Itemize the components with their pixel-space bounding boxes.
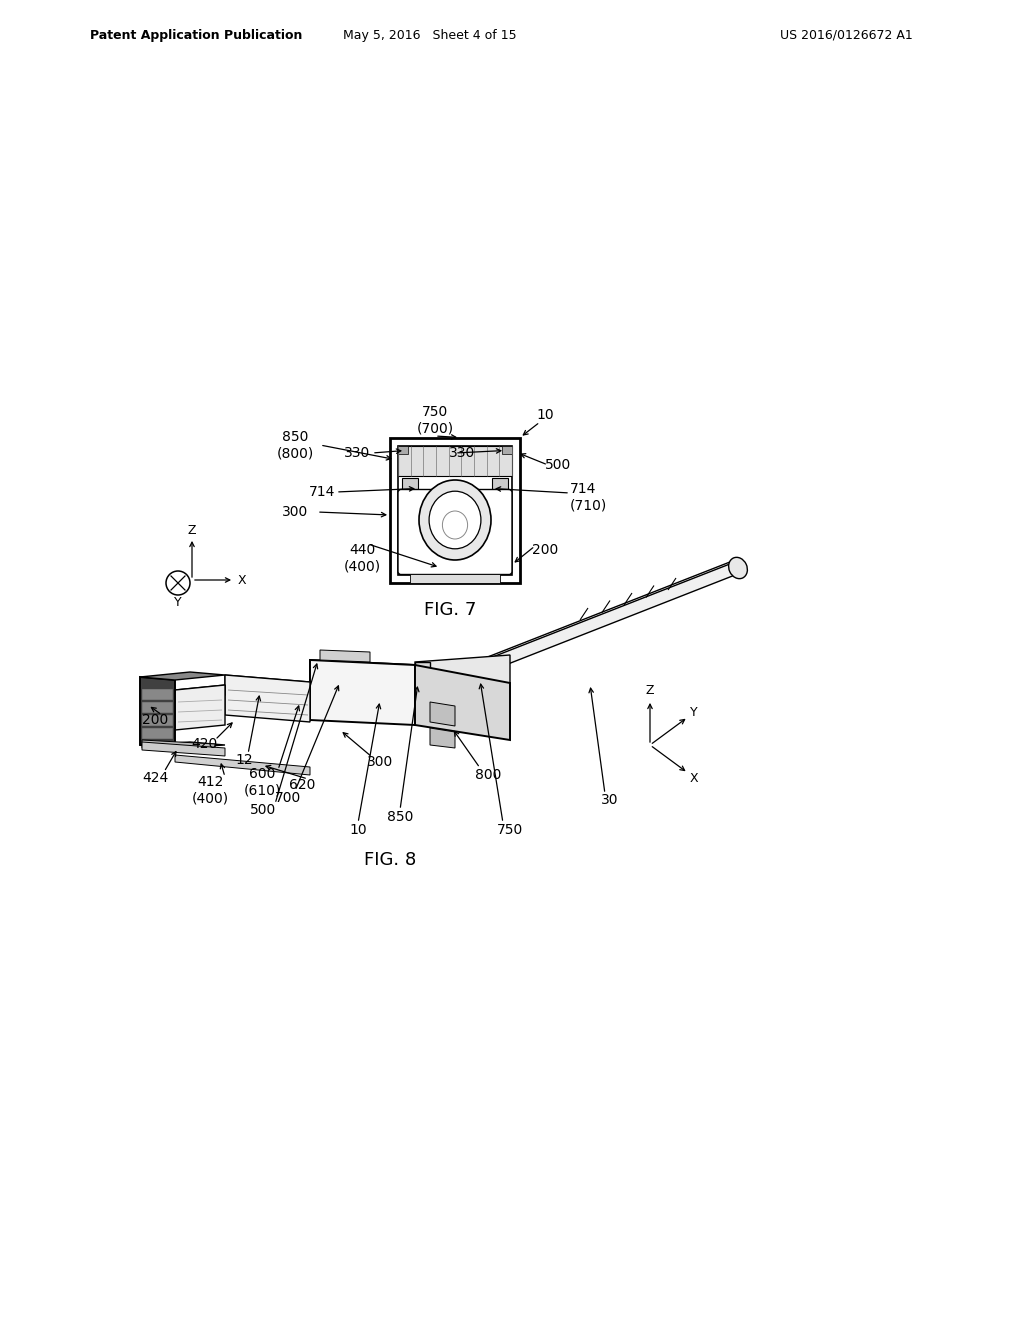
Polygon shape	[175, 685, 225, 698]
Polygon shape	[225, 675, 310, 722]
Polygon shape	[430, 729, 455, 748]
Polygon shape	[430, 702, 455, 726]
Text: 800: 800	[475, 768, 501, 781]
Polygon shape	[175, 685, 225, 730]
Text: 30: 30	[601, 793, 618, 807]
Polygon shape	[310, 660, 415, 685]
Polygon shape	[140, 672, 225, 680]
Text: 200: 200	[142, 713, 168, 727]
Bar	[398, 446, 408, 454]
Polygon shape	[140, 742, 225, 748]
Polygon shape	[310, 660, 415, 725]
Text: 850: 850	[387, 810, 414, 824]
Text: FIG. 7: FIG. 7	[424, 601, 476, 619]
Bar	[142, 715, 172, 725]
Text: 620: 620	[289, 777, 315, 792]
Text: 12: 12	[236, 752, 253, 767]
Polygon shape	[175, 755, 310, 775]
Text: Patent Application Publication: Patent Application Publication	[90, 29, 302, 41]
Polygon shape	[415, 665, 510, 741]
Polygon shape	[142, 742, 225, 756]
Text: Z: Z	[646, 685, 654, 697]
Text: 500: 500	[545, 458, 571, 473]
Text: 330: 330	[449, 446, 475, 459]
Text: 714
(710): 714 (710)	[570, 482, 607, 512]
Text: 600
(610): 600 (610)	[244, 767, 281, 797]
Ellipse shape	[419, 480, 490, 560]
Polygon shape	[480, 560, 740, 675]
Polygon shape	[142, 741, 215, 752]
Bar	[142, 702, 172, 711]
FancyBboxPatch shape	[398, 490, 512, 574]
Text: 330: 330	[344, 446, 370, 459]
Text: X: X	[690, 771, 698, 784]
Text: 200: 200	[531, 543, 558, 557]
Text: 850
(800): 850 (800)	[276, 430, 313, 461]
Bar	[502, 446, 512, 454]
Text: Y: Y	[690, 705, 697, 718]
Bar	[402, 478, 418, 499]
Text: US 2016/0126672 A1: US 2016/0126672 A1	[780, 29, 912, 41]
Bar	[398, 446, 512, 574]
Text: 500: 500	[250, 803, 276, 817]
Bar	[142, 689, 172, 700]
Text: 750: 750	[497, 822, 523, 837]
Text: 440
(400): 440 (400)	[343, 543, 381, 573]
Text: 300: 300	[282, 506, 308, 519]
Text: 420: 420	[190, 737, 217, 751]
Text: 424: 424	[142, 771, 168, 785]
Text: FIG. 8: FIG. 8	[364, 851, 416, 869]
Bar	[410, 573, 500, 582]
Text: Y: Y	[174, 595, 182, 609]
Polygon shape	[415, 663, 430, 700]
Text: 10: 10	[537, 408, 554, 422]
Bar	[142, 729, 172, 738]
Text: 10: 10	[349, 822, 367, 837]
Text: 412
(400): 412 (400)	[191, 775, 228, 805]
Polygon shape	[225, 675, 310, 692]
Bar	[398, 446, 512, 475]
Text: 300: 300	[367, 755, 393, 770]
Text: May 5, 2016   Sheet 4 of 15: May 5, 2016 Sheet 4 of 15	[343, 29, 517, 41]
Text: Z: Z	[187, 524, 197, 536]
Ellipse shape	[429, 491, 481, 549]
Bar	[390, 437, 520, 582]
Bar	[492, 478, 508, 499]
Polygon shape	[415, 655, 510, 685]
Text: 700: 700	[274, 791, 301, 805]
Polygon shape	[140, 677, 175, 748]
Text: X: X	[238, 573, 247, 586]
Text: 750
(700): 750 (700)	[417, 405, 454, 436]
Text: 714: 714	[309, 484, 335, 499]
Polygon shape	[319, 649, 370, 663]
Ellipse shape	[729, 557, 748, 578]
